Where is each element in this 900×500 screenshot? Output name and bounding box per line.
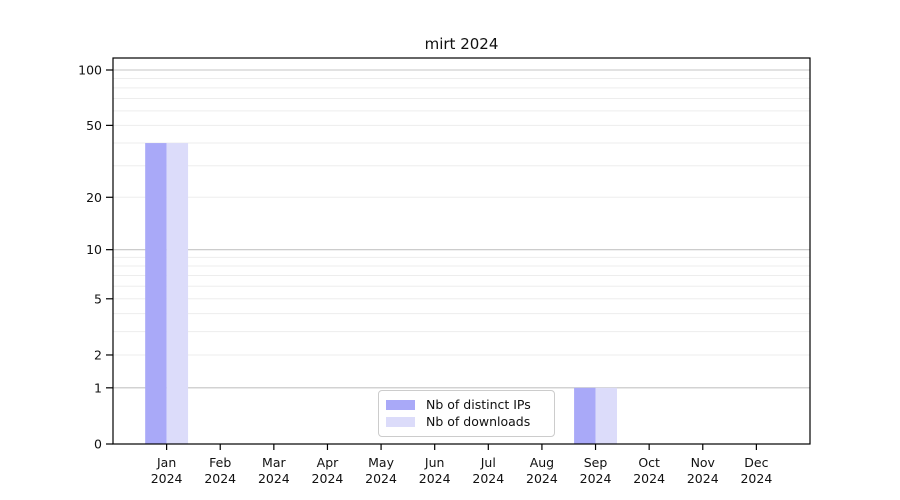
x-tick-label-dec: Dec [744, 455, 768, 470]
x-tick-label-nov: Nov [691, 455, 716, 470]
legend-label: Nb of downloads [426, 414, 531, 429]
legend: Nb of distinct IPs Nb of downloads [378, 390, 555, 437]
y-tick-label-50: 50 [86, 118, 102, 133]
x-tick-label-apr: Apr [317, 455, 339, 470]
legend-label: Nb of distinct IPs [426, 396, 531, 412]
bar-nb-of-downloads-sep [595, 387, 617, 444]
x-tick-year-jun: 2024 [419, 471, 451, 486]
x-tick-label-sep: Sep [584, 455, 608, 470]
legend-item: Nb of downloads [386, 414, 554, 429]
bar-nb-of-downloads-jan [166, 143, 189, 444]
y-tick-label-10: 10 [86, 242, 102, 257]
x-tick-label-jan: Jan [156, 455, 176, 470]
x-tick-label-mar: Mar [262, 455, 286, 470]
x-tick-label-aug: Aug [530, 455, 554, 470]
x-tick-year-aug: 2024 [526, 471, 558, 486]
legend-item: Nb of distinct IPs [386, 396, 554, 412]
x-tick-year-jan: 2024 [151, 471, 183, 486]
y-tick-label-1: 1 [94, 380, 102, 395]
plot-border [112, 57, 811, 445]
chart-title: mirt 2024 [425, 35, 499, 53]
x-tick-year-apr: 2024 [312, 471, 344, 486]
x-tick-year-sep: 2024 [580, 471, 612, 486]
bar-nb-of-distinct-ips-jan [145, 143, 167, 444]
legend-swatch-distinct-ips [386, 399, 415, 410]
y-tick-label-5: 5 [94, 291, 102, 306]
y-tick-label-0: 0 [94, 437, 102, 452]
x-tick-year-oct: 2024 [633, 471, 665, 486]
y-tick-label-20: 20 [86, 190, 102, 205]
y-tick-label-2: 2 [94, 347, 102, 362]
x-tick-year-dec: 2024 [740, 471, 772, 486]
x-tick-label-jun: Jun [424, 455, 445, 470]
x-tick-label-oct: Oct [638, 455, 660, 470]
bar-nb-of-distinct-ips-sep [574, 387, 596, 444]
x-tick-year-mar: 2024 [258, 471, 290, 486]
x-tick-year-nov: 2024 [687, 471, 719, 486]
x-tick-year-may: 2024 [365, 471, 397, 486]
y-tick-label-100: 100 [78, 63, 102, 78]
x-tick-label-feb: Feb [209, 455, 231, 470]
x-tick-year-jul: 2024 [472, 471, 504, 486]
x-tick-label-may: May [368, 455, 394, 470]
x-tick-label-jul: Jul [480, 455, 496, 470]
legend-swatch-downloads [386, 417, 415, 428]
x-tick-year-feb: 2024 [204, 471, 236, 486]
